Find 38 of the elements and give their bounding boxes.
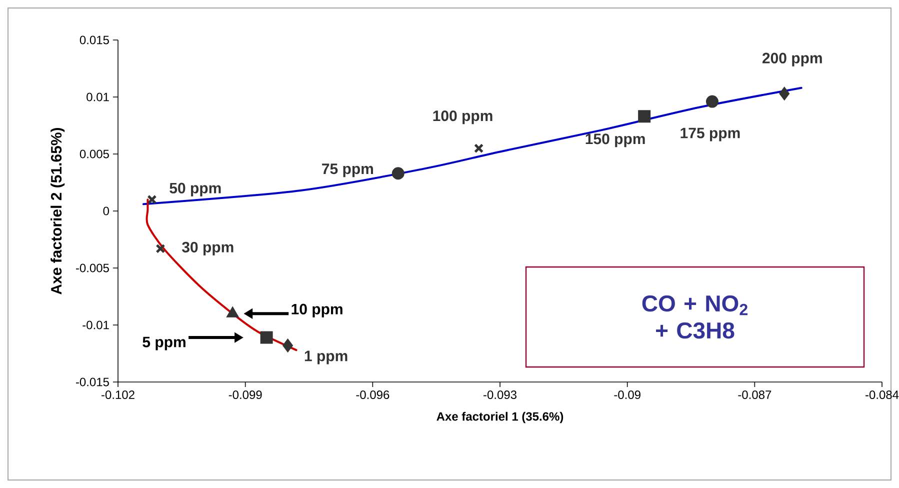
point bbox=[227, 307, 238, 318]
y-tick-label: 0.01 bbox=[86, 92, 109, 102]
series-label: 30 ppm bbox=[182, 242, 234, 256]
x-tick-label: -0.102 bbox=[102, 390, 134, 400]
point bbox=[638, 110, 651, 123]
y-tick-label: -0.005 bbox=[76, 264, 109, 272]
point bbox=[779, 87, 790, 100]
point bbox=[282, 339, 293, 352]
y-tick-label: -0.015 bbox=[76, 378, 109, 386]
x-axis-title: Axe factoriel 1 (35.6%) bbox=[436, 412, 564, 424]
series-label: 75 ppm bbox=[322, 164, 373, 178]
text: 200 ppm bbox=[762, 52, 822, 66]
y-tick-label: 0.015 bbox=[80, 36, 109, 44]
annotation: CO + NO$_{2}$ + C3H8 bbox=[642, 295, 748, 339]
x-tick-label: -0.093 bbox=[484, 390, 516, 400]
point bbox=[147, 194, 157, 204]
y-tick-label: 0 bbox=[103, 206, 110, 216]
point bbox=[156, 244, 166, 254]
point bbox=[260, 331, 273, 344]
series-label: 100 ppm bbox=[433, 110, 492, 124]
point bbox=[474, 144, 484, 154]
y-tick-label: 0.005 bbox=[80, 150, 109, 158]
x-tick-label: -0.087 bbox=[738, 390, 772, 400]
line-series bbox=[142, 86, 802, 206]
y-tick-label: -0.01 bbox=[82, 320, 109, 330]
series-label: 50 ppm bbox=[170, 182, 221, 196]
point bbox=[392, 167, 404, 180]
series-label: 1 ppm bbox=[304, 350, 348, 364]
x-tick-label: -0.084 bbox=[866, 390, 899, 400]
x-tick-label: -0.096 bbox=[356, 390, 390, 400]
y-axis-title: Axe factoriel 2 (51.65%) bbox=[50, 128, 65, 294]
series-label: 175 ppm bbox=[680, 128, 740, 142]
annotation: 10 ppm bbox=[292, 304, 342, 318]
x-tick-label: -0.099 bbox=[228, 390, 262, 400]
annotation: 5 ppm bbox=[142, 336, 186, 350]
series-label: 150 ppm bbox=[586, 134, 645, 148]
point bbox=[706, 95, 718, 108]
x-tick-label: -0.09 bbox=[614, 390, 640, 400]
